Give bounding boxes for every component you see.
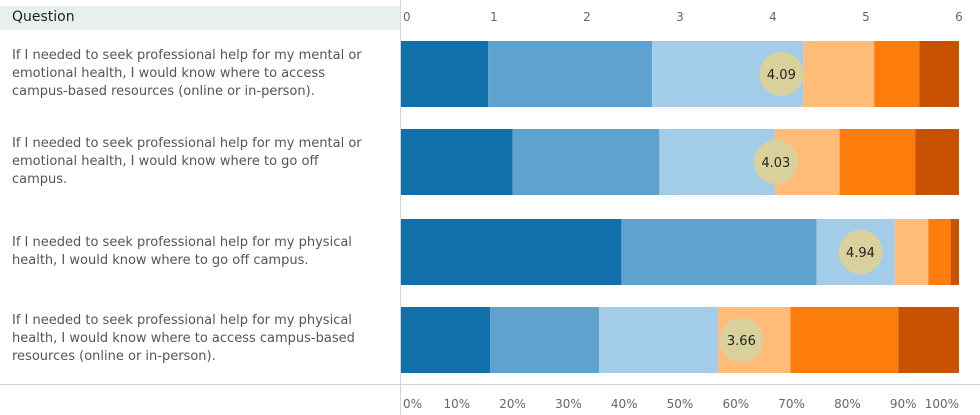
bar-segment: [490, 307, 600, 373]
bar-segment: [488, 41, 653, 107]
question-label-line: emotional health, I would know where to …: [12, 154, 319, 169]
mean-marker: [838, 230, 883, 274]
bar-segment: [401, 129, 513, 195]
top-axis-tick-label: 4: [769, 10, 777, 24]
bar-segment: [512, 129, 660, 195]
bar-segment: [928, 219, 951, 285]
top-axis-tick-label: 3: [676, 10, 684, 24]
question-header: [0, 6, 400, 30]
bar-segment: [401, 41, 489, 107]
bar-segment: [898, 307, 959, 373]
bottom-axis-tick-label: 40%: [611, 397, 638, 411]
bar-segment: [894, 219, 929, 285]
question-label-line: campus-based resources (online or in-per…: [12, 84, 315, 99]
bottom-axis-tick-label: 50%: [667, 397, 694, 411]
question-label: If I needed to seek professional help fo…: [12, 312, 392, 366]
question-label-line: emotional health, I would know where to …: [12, 66, 325, 81]
top-axis-tick-label: 5: [862, 10, 870, 24]
bar-segment: [599, 307, 718, 373]
bottom-axis-tick-label: 90%: [890, 397, 917, 411]
question-label: If I needed to seek professional help fo…: [12, 47, 392, 101]
bar-segment: [621, 219, 817, 285]
bottom-axis-tick-label: 0%: [403, 397, 422, 411]
top-axis-tick-label: 1: [490, 10, 498, 24]
bottom-axis-tick-label: 100%: [925, 397, 959, 411]
bottom-axis-tick-label: 70%: [778, 397, 805, 411]
bottom-axis-tick-label: 30%: [555, 397, 582, 411]
bar-segment: [919, 41, 959, 107]
bottom-axis-tick-label: 20%: [499, 397, 526, 411]
question-label-line: health, I would know where to go off cam…: [12, 253, 309, 268]
bar-segment: [950, 219, 959, 285]
question-column-label: Question: [12, 9, 75, 25]
bar-segment: [401, 307, 491, 373]
question-label: If I needed to seek professional help fo…: [12, 234, 392, 270]
question-label-line: If I needed to seek professional help fo…: [12, 235, 352, 250]
question-label-line: campus.: [12, 172, 68, 187]
question-label-line: If I needed to seek professional help fo…: [12, 136, 362, 151]
question-label-line: health, I would know where to access cam…: [12, 331, 355, 346]
question-label-line: If I needed to seek professional help fo…: [12, 48, 362, 63]
bar-segment: [401, 219, 622, 285]
question-label-line: If I needed to seek professional help fo…: [12, 313, 352, 328]
question-label: If I needed to seek professional help fo…: [12, 135, 392, 189]
bar-segment: [839, 129, 916, 195]
mean-marker: [753, 140, 798, 184]
bar-segment: [803, 41, 875, 107]
bar-segment: [790, 307, 899, 373]
bottom-axis-tick-label: 10%: [443, 397, 470, 411]
top-axis-tick-label: 0: [403, 10, 411, 24]
mean-label: 3.66: [727, 334, 756, 349]
bar-segment: [915, 129, 959, 195]
bottom-axis-tick-label: 80%: [834, 397, 861, 411]
question-label-line: resources (online or in-person).: [12, 349, 216, 364]
bottom-axis-tick-label: 60%: [722, 397, 749, 411]
mean-marker: [719, 318, 764, 362]
bar-segment: [874, 41, 920, 107]
mean-marker: [759, 52, 804, 96]
top-axis-tick-label: 2: [583, 10, 591, 24]
top-axis-tick-label: 6: [955, 10, 963, 24]
mean-label: 4.09: [767, 68, 796, 83]
mean-label: 4.03: [761, 156, 790, 171]
mean-label: 4.94: [846, 246, 875, 261]
